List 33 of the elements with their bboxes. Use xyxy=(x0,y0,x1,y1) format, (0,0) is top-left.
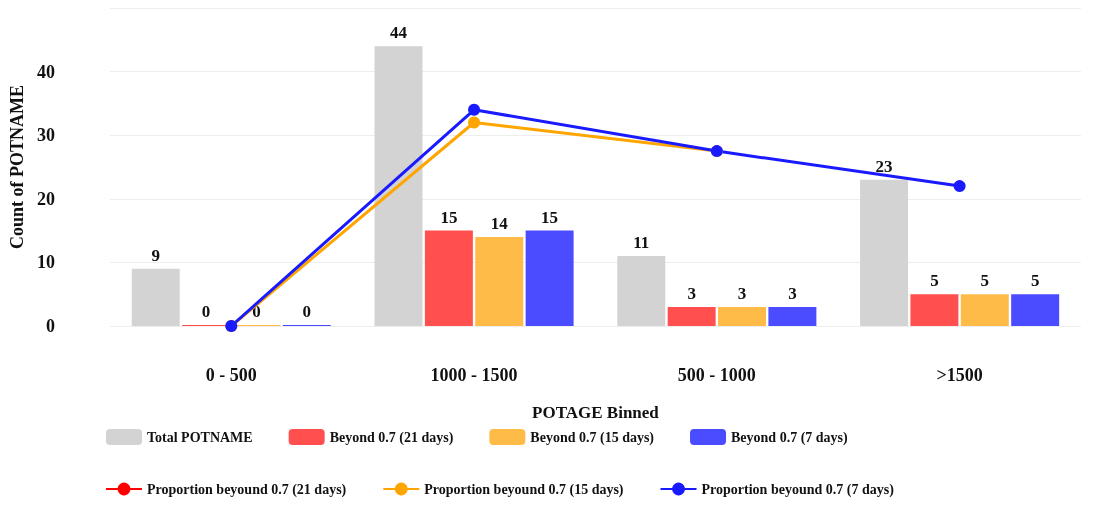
y-tick-label: 10 xyxy=(36,252,55,273)
legend-label: Beyond 0.7 (7 days) xyxy=(731,429,849,446)
data-label: 0 xyxy=(302,302,312,321)
x-tick-label: 1000 - 1500 xyxy=(430,365,518,385)
data-label: 11 xyxy=(633,233,650,253)
legend-label: Beyond 0.7 (21 days) xyxy=(329,429,454,446)
data-label: 9 xyxy=(151,245,160,265)
data-label: 23 xyxy=(875,156,893,176)
y-tick-label: 30 xyxy=(36,125,55,146)
x-tick-label: 0 - 500 xyxy=(205,365,257,385)
y-axis-title: Count of POTNAME xyxy=(7,84,27,250)
data-label: 3 xyxy=(687,283,696,303)
data-label: 14 xyxy=(490,213,509,233)
data-label: 5 xyxy=(980,271,990,291)
legend-label: Total POTNAME xyxy=(147,429,253,445)
y-tick-label: 20 xyxy=(36,188,55,209)
legend-label: Beyond 0.7 (15 days) xyxy=(530,429,655,446)
data-label: 15 xyxy=(541,207,559,227)
data-label: 15 xyxy=(440,207,458,227)
data-label: 3 xyxy=(788,283,797,303)
y-tick-label: 40 xyxy=(36,61,55,82)
data-label: 44 xyxy=(390,23,408,43)
x-tick-label: 500 - 1000 xyxy=(677,365,756,385)
data-label: 3 xyxy=(737,283,747,303)
legend-label: Proportion beyound 0.7 (15 days) xyxy=(424,481,624,498)
legend-label: Proportion beyound 0.7 (21 days) xyxy=(147,481,347,498)
data-label: 0 xyxy=(201,302,211,321)
y-tick-label: 0 xyxy=(45,316,55,336)
data-label: 5 xyxy=(1030,271,1040,291)
x-tick-label: >1500 xyxy=(936,365,983,385)
x-axis-title: POTAGE Binned xyxy=(532,403,660,422)
legend-label: Proportion beyound 0.7 (7 days) xyxy=(701,481,895,498)
data-label: 5 xyxy=(930,271,939,291)
